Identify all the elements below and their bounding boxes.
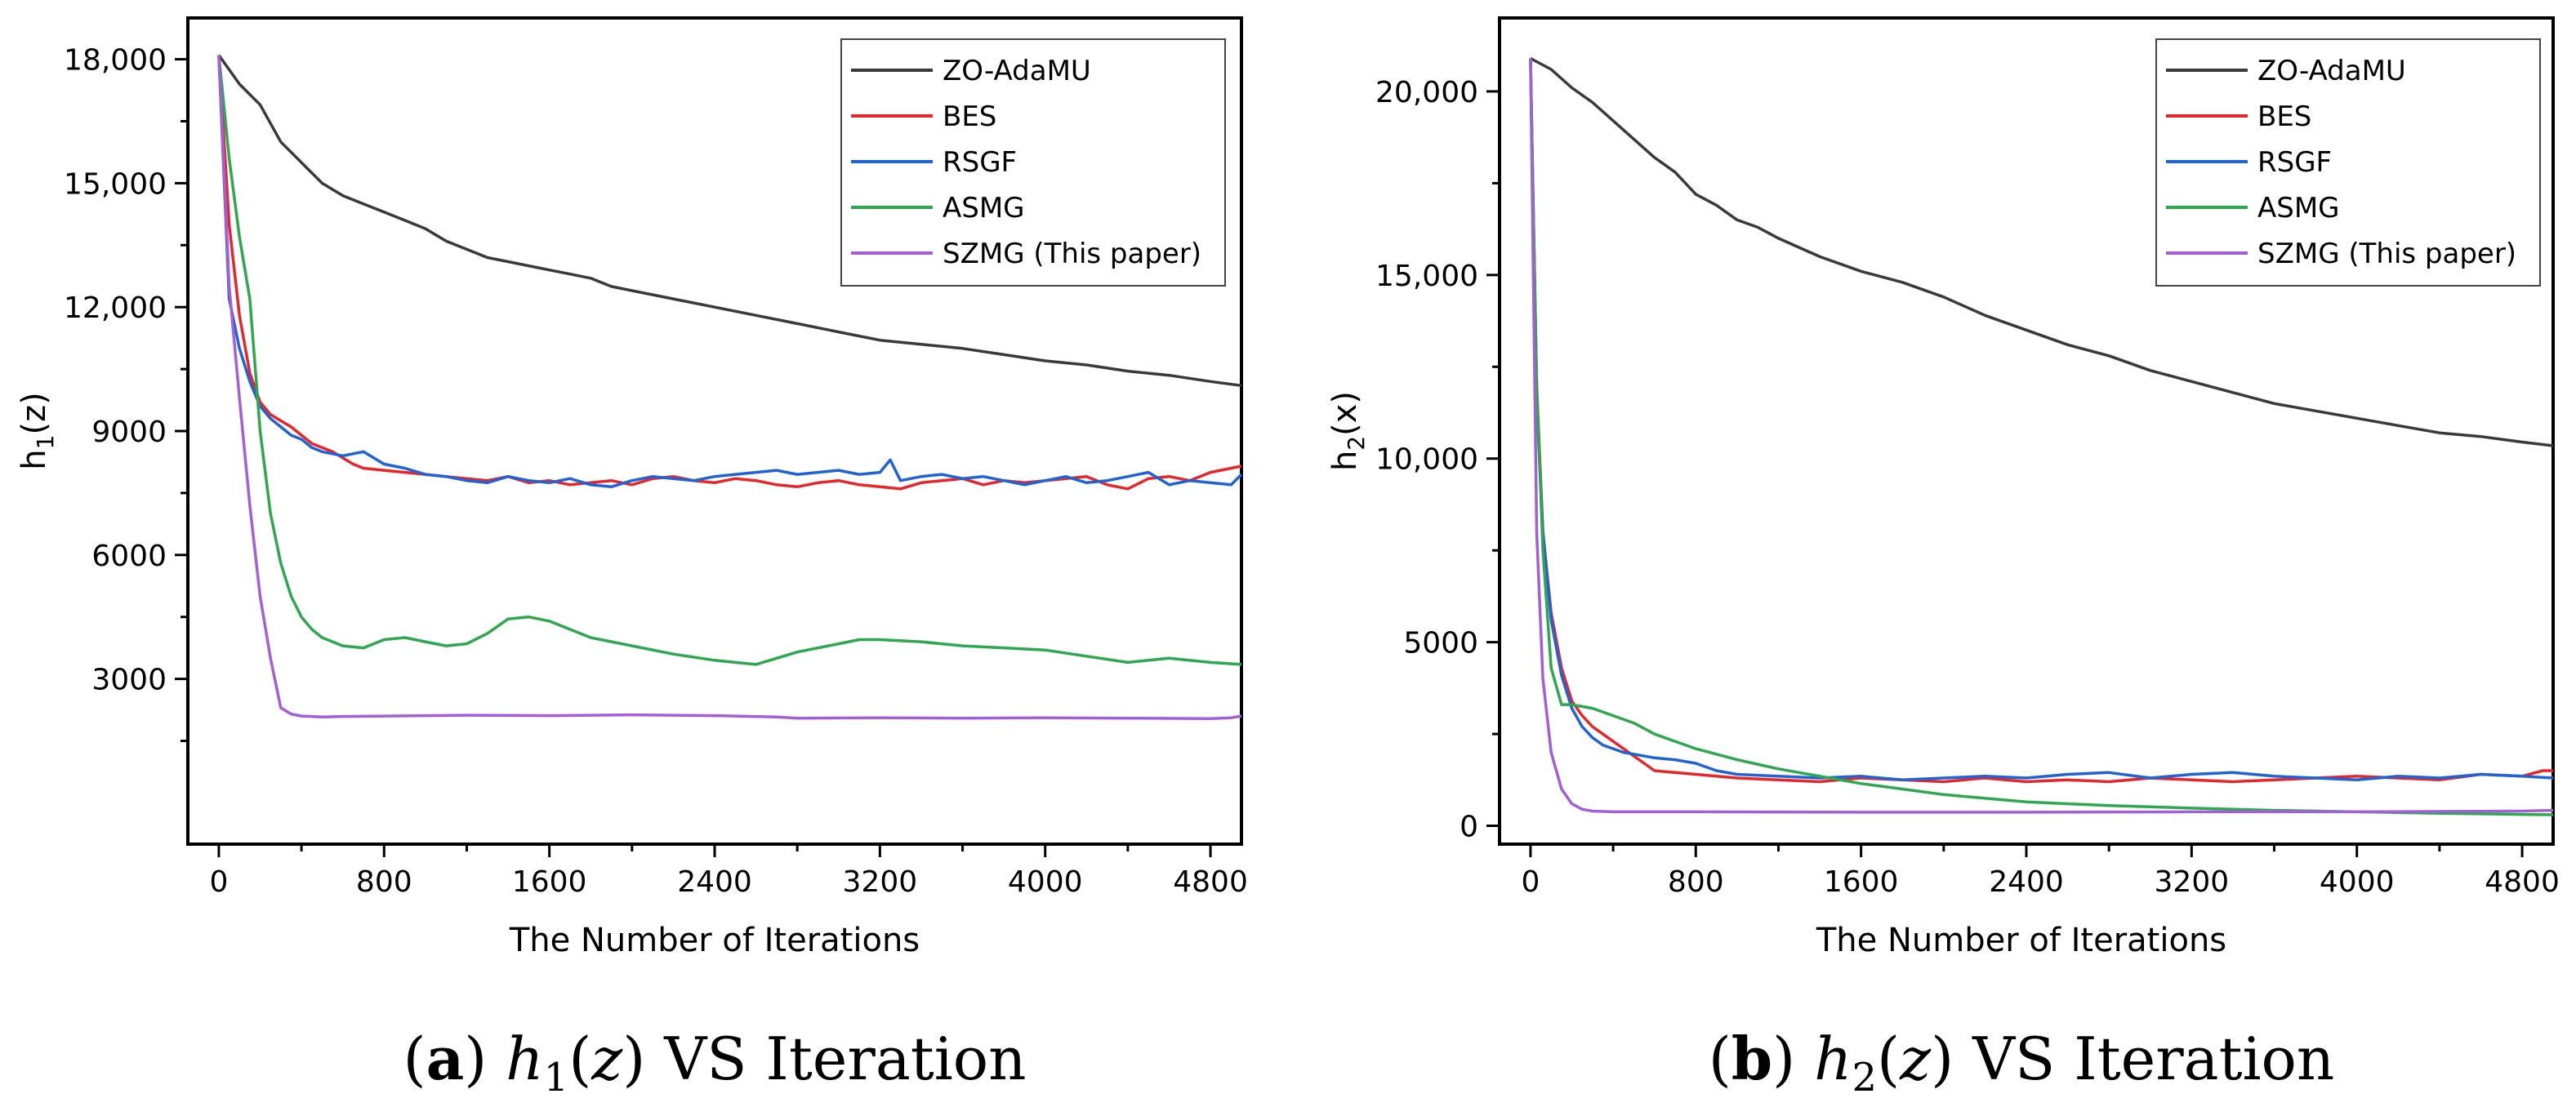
legend-label-b-1: BES [2257, 100, 2311, 133]
legend-label-a-3: ASMG [943, 192, 1025, 225]
y-axis-label-arg-a: (z) [16, 392, 53, 434]
y-tick-label-a-0: 3000 [91, 664, 167, 697]
caption-b-paren-open: ( [1877, 1025, 1900, 1093]
caption-a-sub: 1 [544, 1055, 569, 1100]
x-tick-label-b-4: 3200 [2155, 865, 2230, 899]
legend-label-b-2: RSGF [2257, 146, 2332, 179]
x-tick-label-b-0: 0 [1521, 865, 1540, 899]
x-axis-label-a: The Number of Iterations [509, 922, 920, 959]
x-ticks-b: 0 800 1600 2400 3200 4000 4800 [1521, 844, 2560, 899]
series-line-a-4 [217, 55, 1242, 720]
y-axis-label-a: h1(z) [16, 392, 59, 469]
x-tick-label-b-2: 1600 [1824, 865, 1899, 899]
series-line-a-0 [217, 54, 1242, 388]
x-axis-label-b: The Number of Iterations [1816, 922, 2226, 959]
legend-label-a-2: RSGF [943, 146, 1017, 179]
caption-b-open: ( [1709, 1025, 1731, 1093]
y-axis-label-sub-a: 1 [32, 435, 59, 450]
caption-a-paren-open: ( [568, 1025, 591, 1093]
caption-a-paren-close: ) [622, 1025, 664, 1093]
caption-b-rest: VS Iteration [1972, 1025, 2334, 1093]
panel-a: 0 800 1600 2400 3200 4000 4800 3000 6000 9000 12,… [16, 16, 1248, 1100]
y-tick-label-b-1: 5000 [1403, 627, 1478, 660]
caption-b-paren-close: ) [1931, 1025, 1972, 1093]
y-ticks-a: 3000 6000 9000 12,000 15,000 18,000 [64, 44, 188, 742]
y-tick-label-a-4: 15,000 [64, 167, 167, 201]
y-tick-label-a-2: 9000 [91, 416, 167, 449]
y-tick-label-b-0: 0 [1460, 811, 1478, 844]
caption-b-close: ) [1772, 1025, 1814, 1093]
y-tick-label-b-2: 10,000 [1375, 443, 1478, 477]
caption-a-func: h [506, 1025, 543, 1093]
series-line-b-4 [1529, 58, 2554, 814]
y-tick-label-a-5: 18,000 [64, 44, 167, 78]
svg-text:h1(z): h1(z) [16, 392, 59, 469]
series-b [1529, 56, 2554, 816]
series-line-a-3 [217, 55, 1242, 666]
caption-a-close: ) [464, 1025, 506, 1093]
y-axis-label-main-b: h [1326, 451, 1364, 471]
x-tick-label-a-5: 4000 [1008, 865, 1083, 899]
y-tick-label-a-1: 6000 [91, 540, 167, 573]
x-tick-label-a-4: 3200 [843, 865, 918, 899]
x-tick-label-a-6: 4800 [1173, 865, 1248, 899]
y-axis-label-arg-b: (x) [1326, 391, 1364, 436]
x-tick-label-b-3: 2400 [1989, 865, 2064, 899]
panel-b: 0 800 1600 2400 3200 4000 4800 0 5000 10,000 15,0… [1326, 16, 2560, 1100]
legend-label-b-0: ZO-AdaMU [2257, 55, 2406, 87]
legend-label-a-4: SZMG (This paper) [943, 238, 1201, 270]
legend-label-a-1: BES [943, 100, 996, 133]
x-tick-label-b-1: 800 [1668, 865, 1724, 899]
caption-a: (a) h1(z) VS Iteration [403, 1024, 1027, 1100]
series-line-b-0 [1530, 56, 2554, 447]
caption-a-arg: z [591, 1025, 623, 1093]
legend-b: ZO-AdaMU BES RSGF ASMG SZMG (This paper) [2155, 38, 2541, 287]
svg-text:h2(x): h2(x) [1326, 391, 1370, 471]
x-tick-label-a-0: 0 [209, 865, 228, 899]
y-tick-label-b-4: 20,000 [1375, 76, 1478, 109]
caption-a-letter: a [426, 1024, 465, 1093]
x-tick-label-b-5: 4000 [2320, 865, 2395, 899]
legend-label-b-4: SZMG (This paper) [2257, 238, 2516, 270]
series-line-b-1 [1529, 58, 2553, 784]
y-axis-label-sub-b: 2 [1343, 436, 1370, 451]
caption-b-letter: b [1731, 1024, 1772, 1093]
series-line-b-2 [1529, 58, 2554, 782]
x-tick-label-a-2: 1600 [512, 865, 587, 899]
legend-a: ZO-AdaMU BES RSGF ASMG SZMG (This paper) [840, 38, 1226, 287]
caption-b-func: h [1814, 1025, 1852, 1093]
series-line-a-2 [217, 55, 1243, 489]
x-tick-label-b-6: 4800 [2485, 865, 2560, 899]
y-tick-label-a-3: 12,000 [64, 291, 167, 325]
x-tick-label-a-1: 800 [356, 865, 412, 899]
legend-label-a-0: ZO-AdaMU [943, 55, 1091, 87]
y-axis-label-main-a: h [16, 449, 53, 469]
y-ticks-b: 0 5000 10,000 15,000 20,000 [1375, 76, 1500, 844]
series-a [217, 54, 1243, 720]
caption-b-arg: z [1899, 1025, 1932, 1093]
caption-b: (b) h2(z) VS Iteration [1709, 1024, 2335, 1100]
x-ticks-a: 0 800 1600 2400 3200 4000 4800 [209, 844, 1248, 899]
series-line-b-3 [1529, 58, 2554, 816]
caption-a-open: ( [403, 1025, 426, 1093]
legend-label-b-3: ASMG [2257, 192, 2340, 225]
caption-a-rest: VS Iteration [663, 1025, 1026, 1093]
y-tick-label-b-3: 15,000 [1375, 260, 1478, 293]
x-tick-label-a-3: 2400 [677, 865, 752, 899]
y-axis-label-b: h2(x) [1326, 391, 1370, 471]
caption-b-sub: 2 [1852, 1055, 1878, 1100]
